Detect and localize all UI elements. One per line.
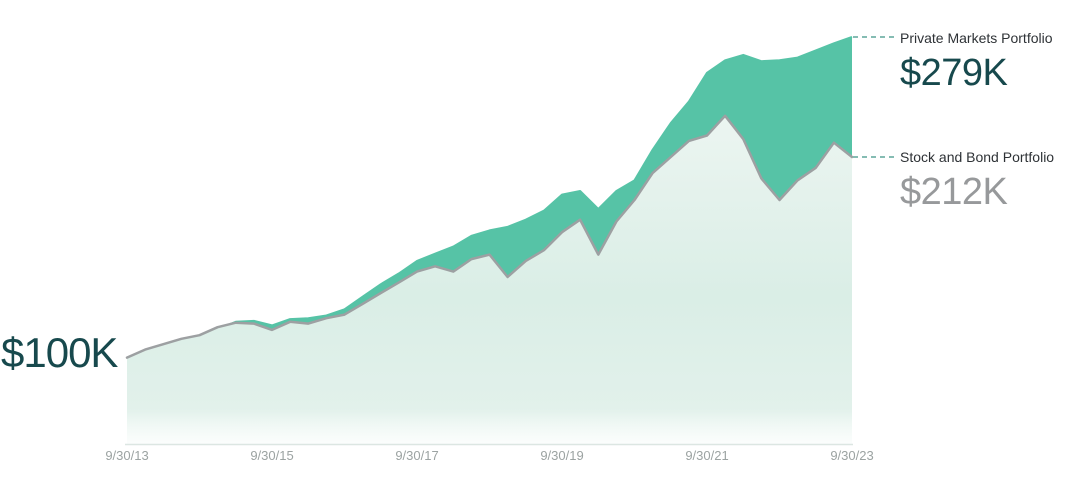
private-portfolio-label: Private Markets Portfolio (900, 30, 1053, 46)
x-axis-label: 9/30/19 (540, 448, 584, 463)
x-axis-label: 9/30/21 (685, 448, 729, 463)
x-axis-labels: 9/30/13 9/30/15 9/30/17 9/30/19 9/30/21 9/30/… (0, 448, 1066, 468)
legend-private-markets: Private Markets Portfolio $279K (900, 30, 1053, 95)
area-bottom-fade (127, 408, 852, 444)
x-axis-label: 9/30/13 (105, 448, 149, 463)
private-markets-line (126, 36, 853, 359)
private-portfolio-value: $279K (900, 52, 1008, 94)
start-value-label: $100K (1, 329, 118, 376)
stock-bond-area (127, 115, 852, 445)
x-axis-label: 9/30/17 (395, 448, 439, 463)
stock-bond-line (125, 114, 854, 359)
stock-portfolio-value: $212K (900, 171, 1008, 213)
legend-stock-bond: Stock and Bond Portfolio $212K (900, 149, 1054, 214)
x-axis-label: 9/30/23 (830, 448, 874, 463)
stock-portfolio-label: Stock and Bond Portfolio (900, 149, 1055, 165)
x-axis-label: 9/30/15 (250, 448, 294, 463)
